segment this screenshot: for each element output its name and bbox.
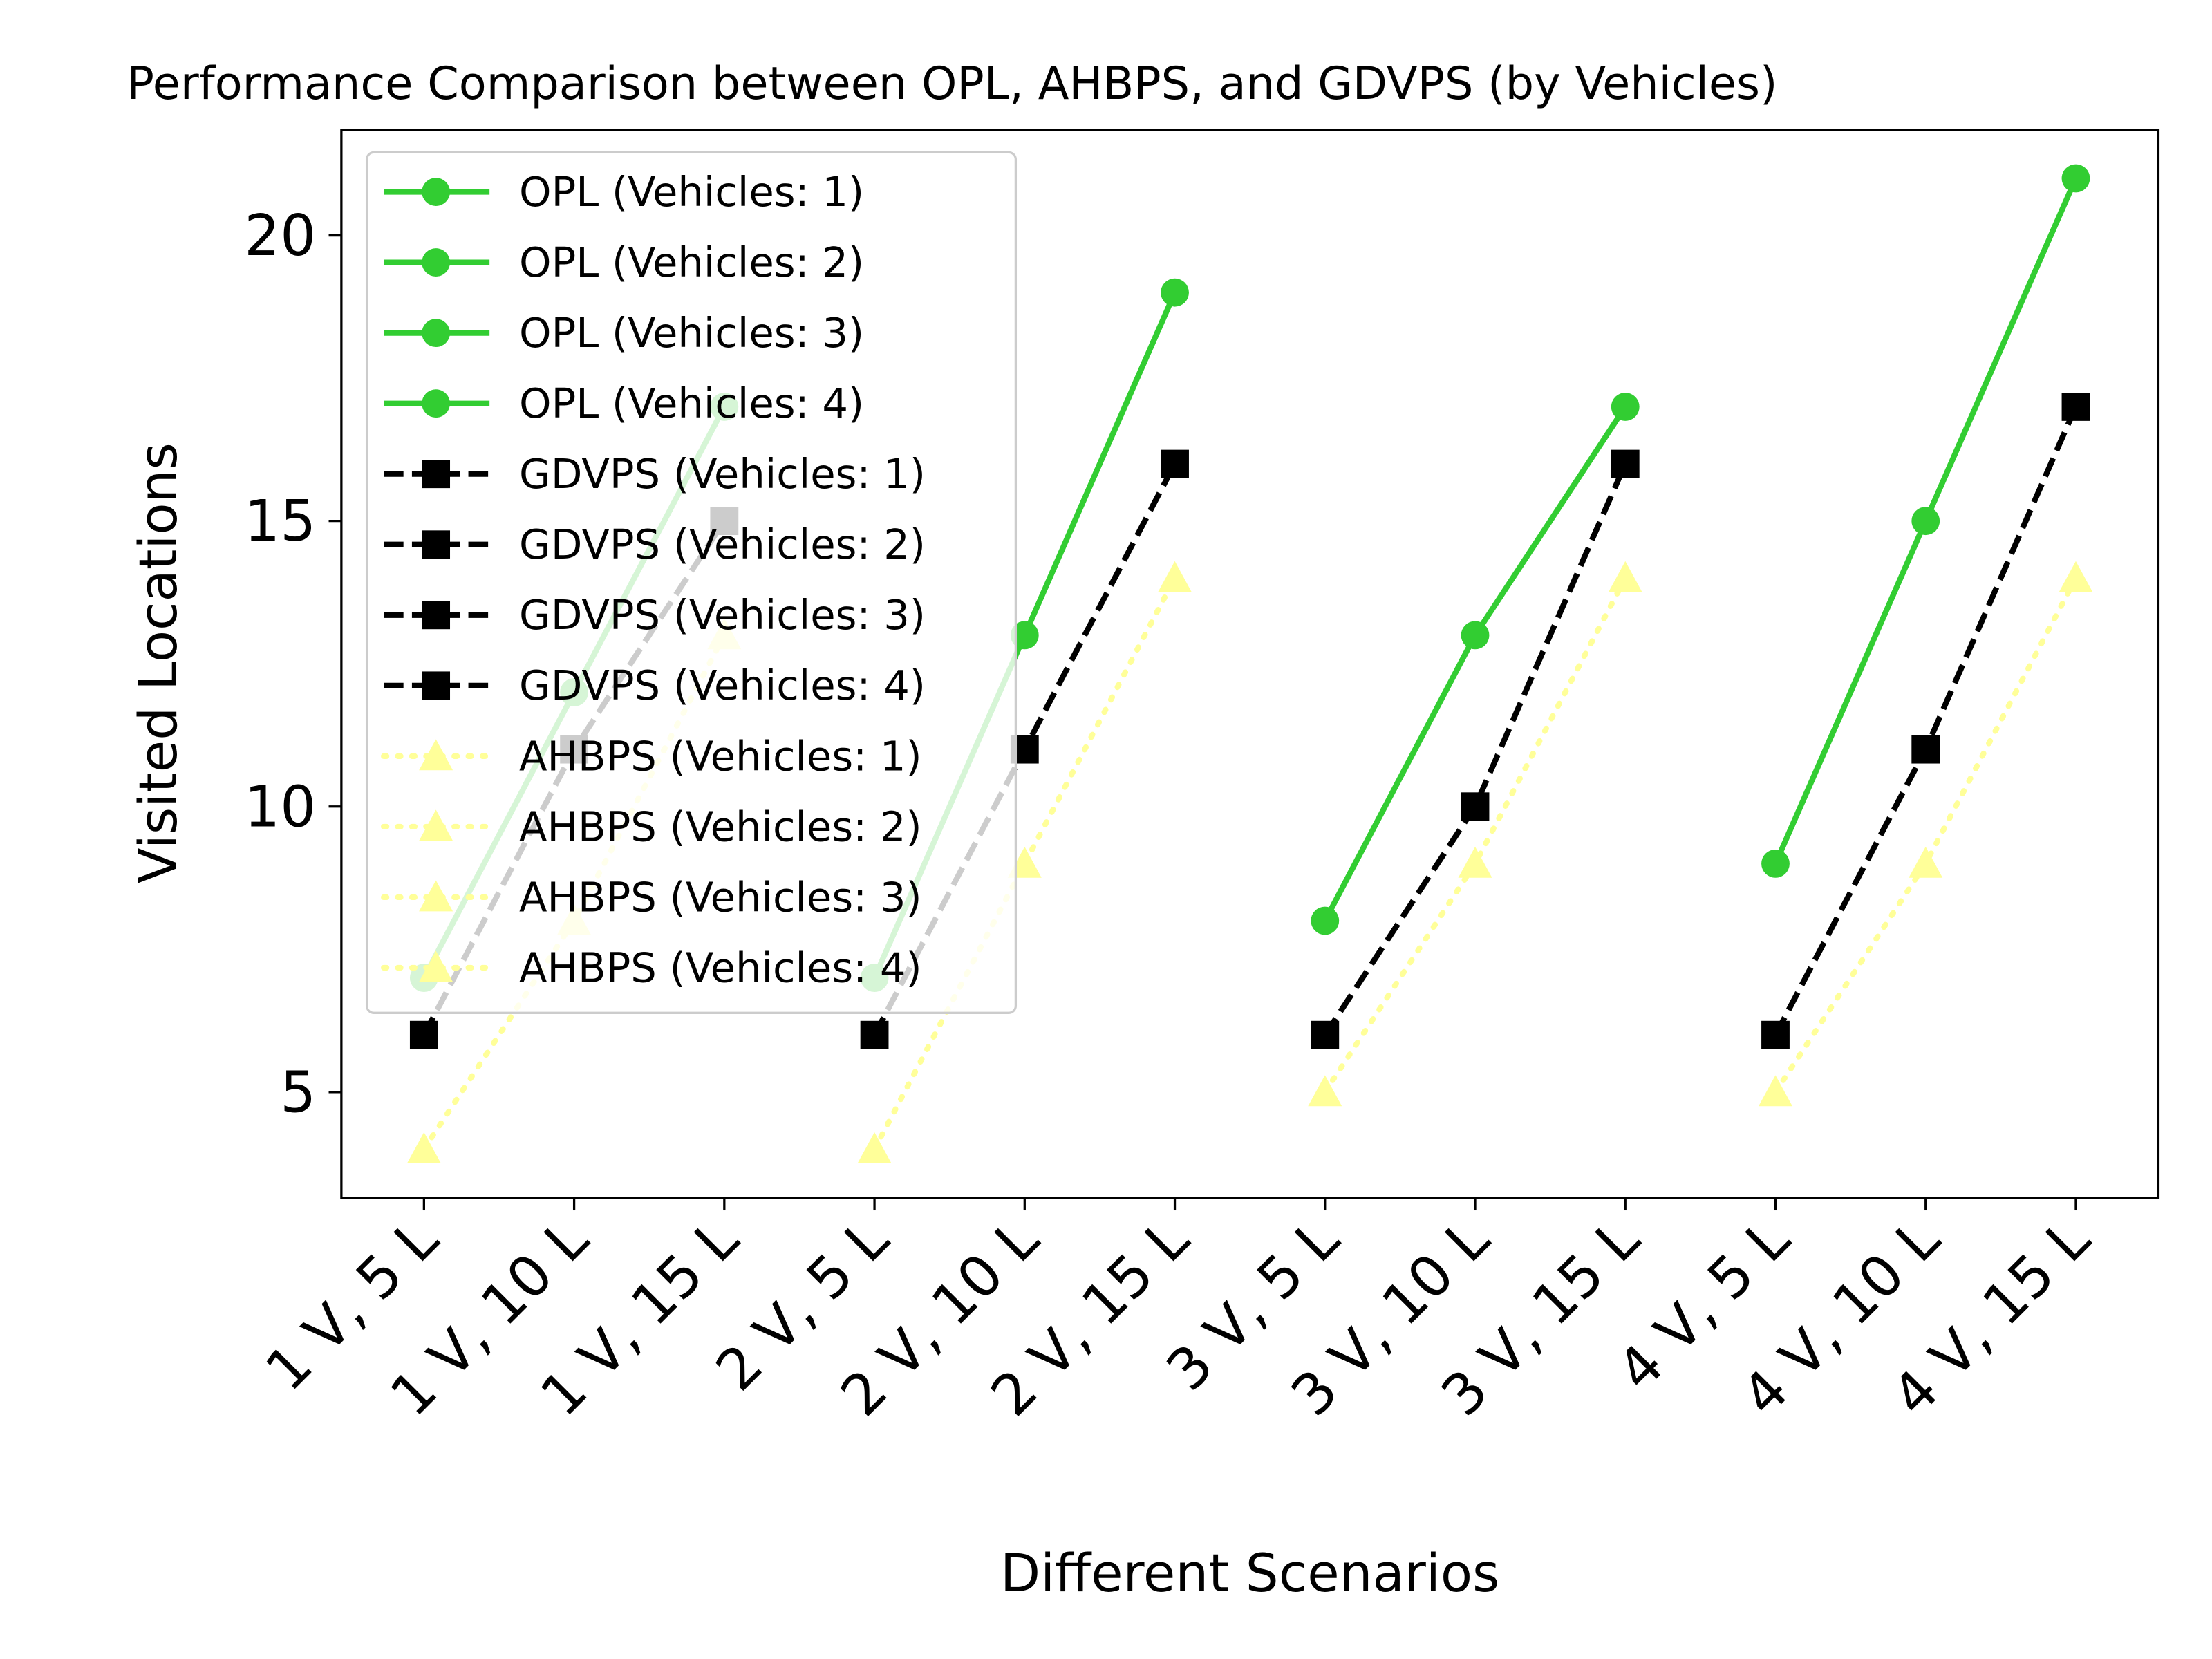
legend-label: OPL (Vehicles: 2) (519, 238, 864, 286)
data-point (1461, 621, 1490, 650)
legend-marker (422, 671, 451, 700)
legend-marker (422, 178, 451, 206)
legend-marker (419, 739, 453, 771)
legend-label: AHBPS (Vehicles: 2) (519, 803, 922, 850)
legend-label: GDVPS (Vehicles: 3) (519, 591, 926, 639)
data-point (1761, 849, 1790, 878)
legend-label: AHBPS (Vehicles: 1) (519, 732, 922, 780)
data-point (1608, 561, 1642, 592)
data-point (1611, 393, 1640, 421)
legend-marker (422, 601, 451, 630)
y-axis-label: Visited Locations (128, 442, 189, 883)
data-point (1611, 449, 1640, 478)
data-point (1311, 906, 1340, 935)
y-tick-label: 5 (280, 1060, 316, 1125)
plot-frame (340, 129, 2160, 1199)
series-line (1772, 405, 2079, 1037)
data-point (2061, 164, 2090, 193)
legend-marker (419, 880, 453, 912)
legend-label: GDVPS (Vehicles: 4) (519, 662, 926, 709)
legend-frame (365, 151, 1018, 1014)
y-tick-label: 20 (244, 203, 316, 269)
data-point (1909, 846, 1943, 878)
data-point (1911, 735, 1940, 764)
legend-marker (422, 530, 451, 559)
data-point (1161, 278, 1189, 307)
legend-label: GDVPS (Vehicles: 1) (519, 450, 926, 498)
legend-label: OPL (Vehicles: 4) (519, 379, 864, 427)
legend-label: OPL (Vehicles: 1) (519, 168, 864, 216)
data-point (857, 1132, 892, 1163)
legend: OPL (Vehicles: 1) OPL (Vehicles: 2) OPL (V… (365, 151, 1018, 1014)
data-point (860, 1020, 889, 1049)
data-point (1458, 846, 1492, 878)
y-tick-label: 15 (244, 489, 316, 554)
chart-title: Performance Comparison between OPL, AHBP… (127, 57, 1778, 110)
legend-label: OPL (Vehicles: 3) (519, 309, 864, 357)
data-point (2061, 393, 2090, 421)
x-axis-label: Different Scenarios (1000, 1543, 1499, 1604)
data-point (1158, 561, 1192, 592)
data-point (1311, 1020, 1340, 1049)
legend-label: GDVPS (Vehicles: 2) (519, 521, 926, 568)
data-point (1010, 621, 1039, 650)
series-line (1322, 462, 1629, 1037)
legend-marker (419, 809, 453, 841)
data-point (1461, 792, 1490, 821)
data-point (1911, 507, 1940, 536)
data-point (1759, 1075, 1792, 1107)
legend-marker (422, 319, 451, 348)
y-tick-label: 10 (244, 774, 316, 840)
data-point (409, 1020, 438, 1049)
series-line (1772, 575, 2079, 1095)
legend-marker (419, 950, 453, 982)
legend-marker (422, 248, 451, 276)
legend-marker (422, 460, 451, 489)
data-point (406, 1132, 441, 1163)
legend-marker (422, 389, 451, 418)
data-point (1308, 1075, 1342, 1107)
data-point (1161, 449, 1189, 478)
data-point (1761, 1020, 1790, 1049)
legend-label: AHBPS (Vehicles: 4) (519, 944, 922, 991)
data-point (2059, 561, 2093, 592)
legend-label: AHBPS (Vehicles: 3) (519, 873, 922, 921)
